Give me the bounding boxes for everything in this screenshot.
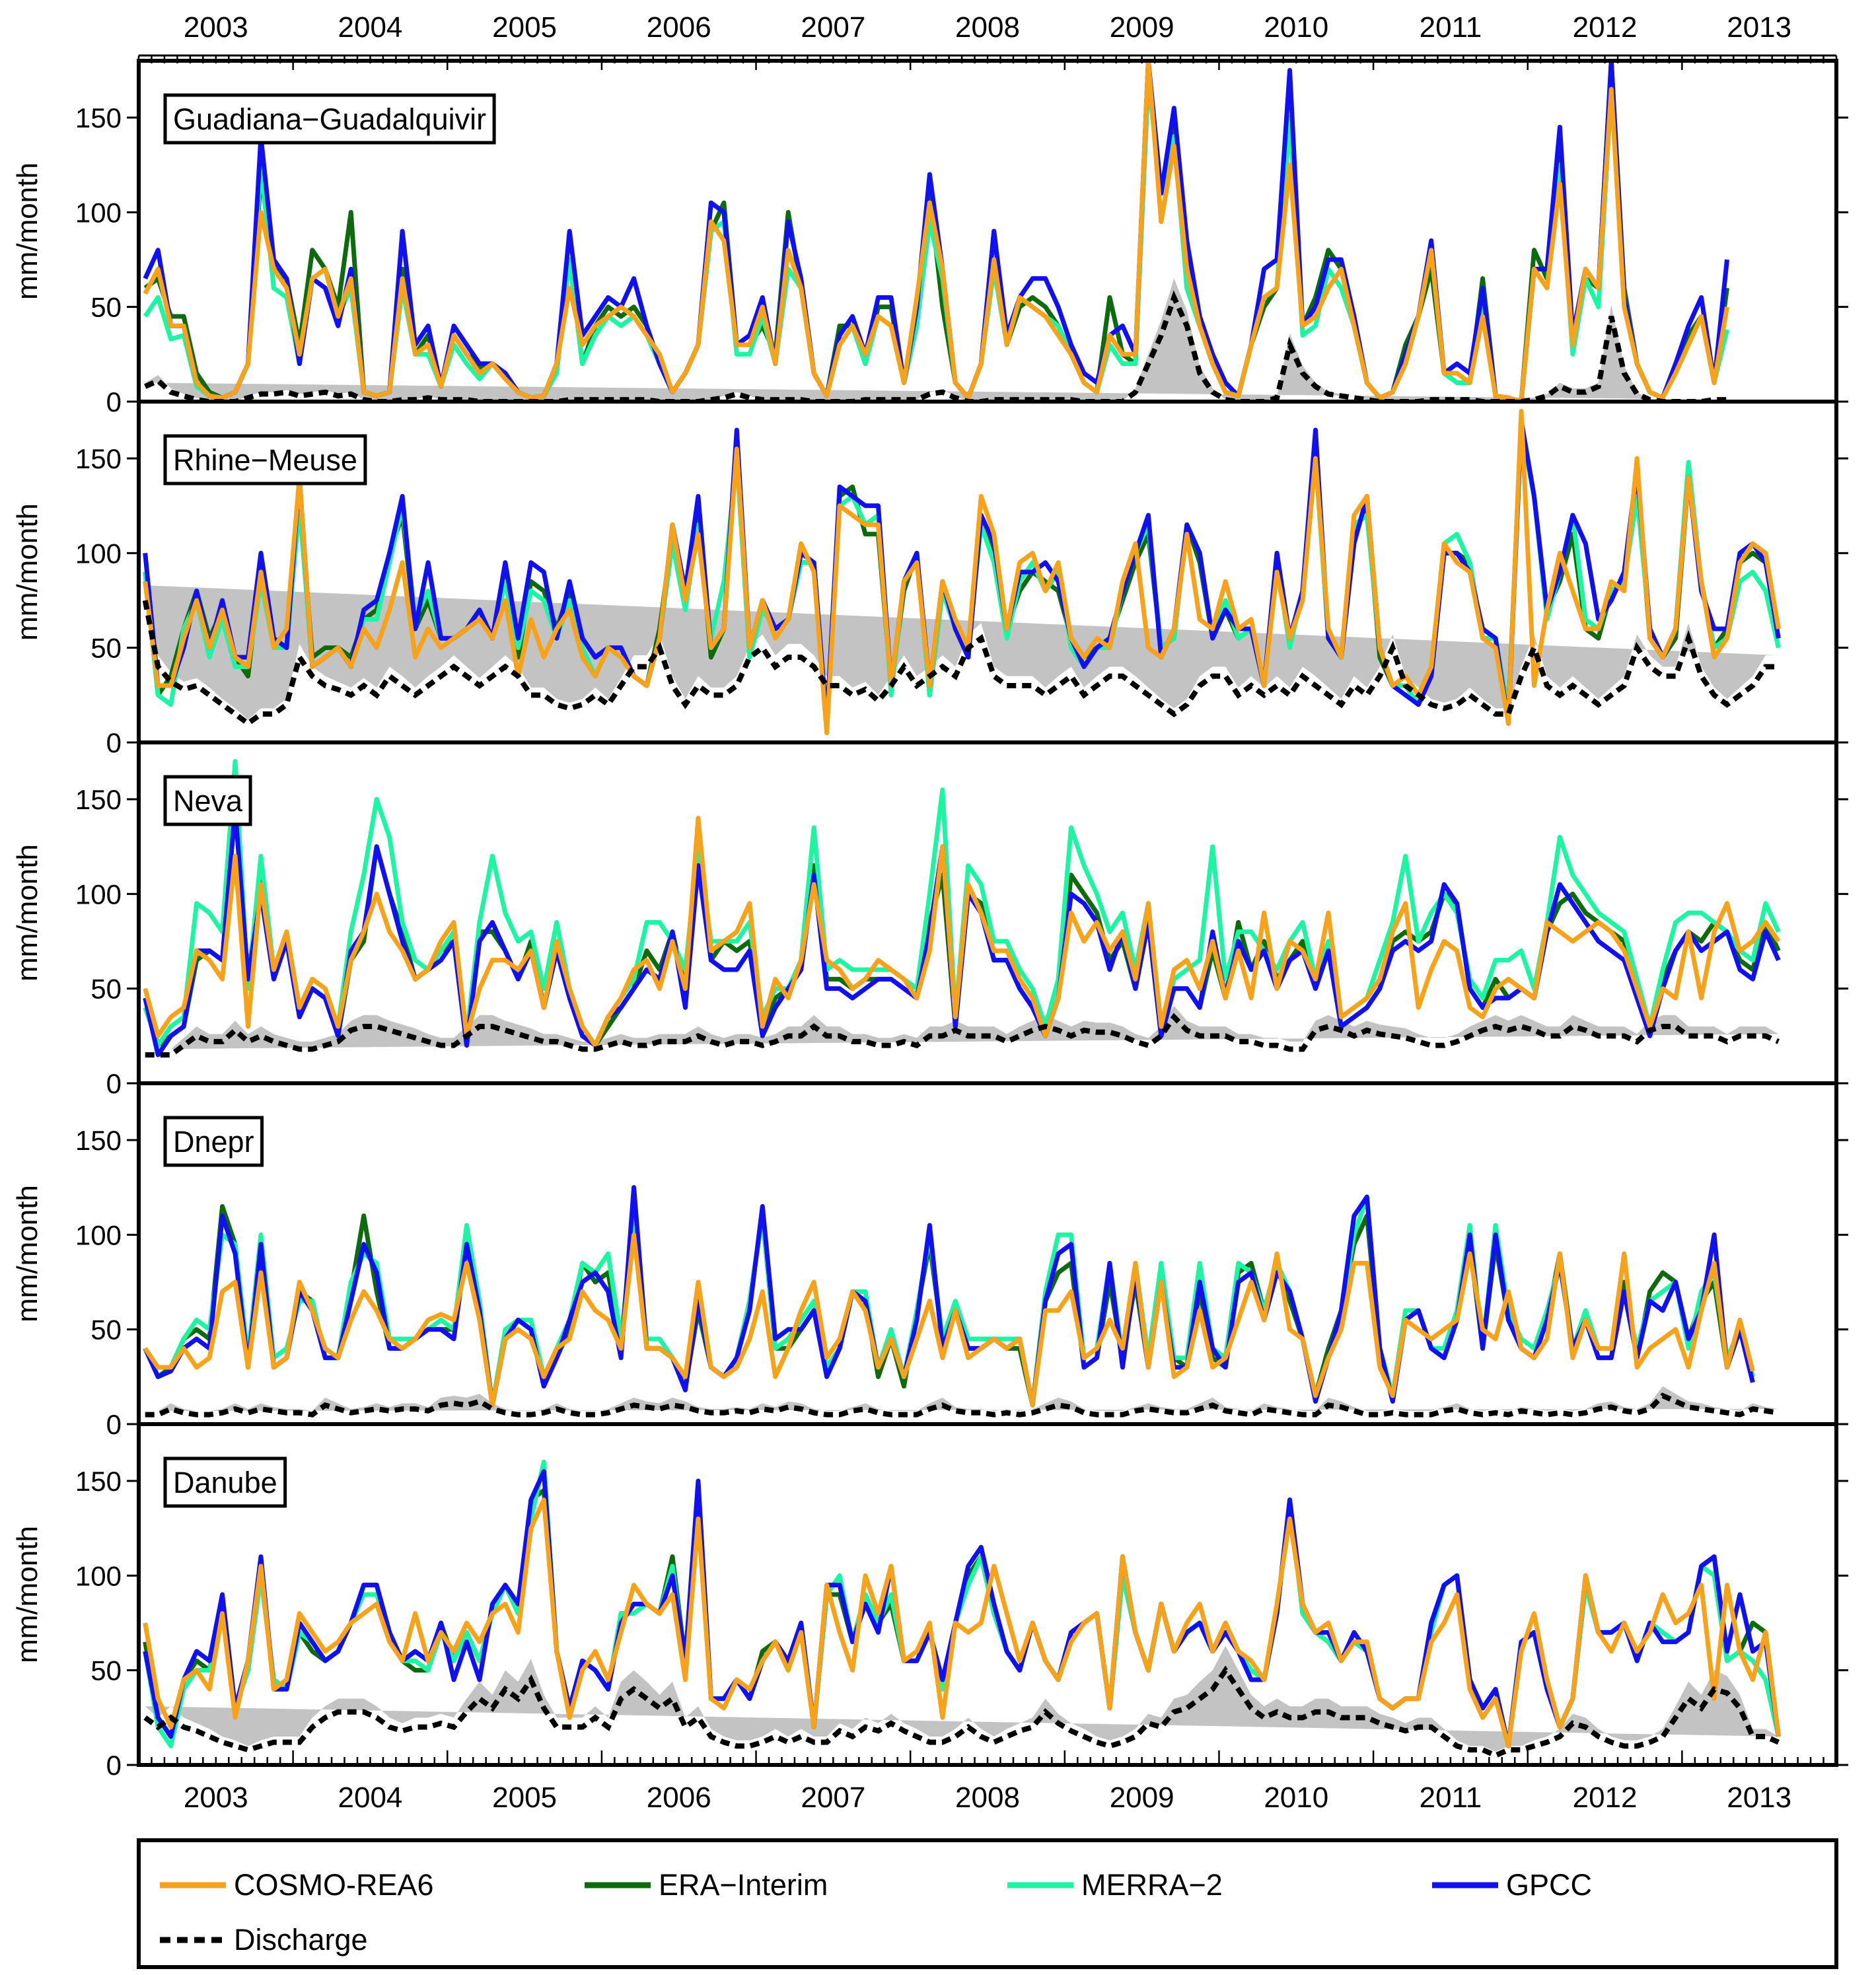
bottom-year-label: 2013 — [1727, 1781, 1791, 1814]
panel-title: Neva — [163, 775, 252, 826]
y-axis: 0 50 100 150 — [75, 784, 1848, 1099]
y-tick-label: 150 — [75, 784, 122, 815]
y-tick-label: 150 — [75, 1466, 122, 1497]
y-tick-label: 100 — [75, 197, 122, 228]
series-line-cosmo-rea6 — [143, 1497, 1781, 1748]
series-line-cosmo-rea6 — [143, 1232, 1755, 1408]
panel-title-box — [163, 434, 367, 485]
top-year-label: 2013 — [1727, 11, 1791, 44]
y-tick-label: 150 — [75, 1125, 122, 1156]
y-tick-label: 100 — [75, 538, 122, 569]
panel-title-text: Neva — [173, 784, 243, 818]
series-line-cosmo-rea6 — [143, 61, 1729, 402]
panels: 0 50 100 150 mm/month Guadiana−Guadalquivir 0 5… — [11, 59, 1848, 1781]
y-tick-label: 150 — [75, 443, 122, 474]
y-tick-label: 100 — [75, 879, 122, 910]
top-year-label: 2007 — [801, 11, 865, 44]
discharge-spread-band — [145, 1005, 1779, 1050]
series-line-discharge — [142, 600, 1779, 727]
discharge-spread-band — [145, 1645, 1779, 1752]
y-tick-label: 100 — [75, 1560, 122, 1591]
legend: COSMO-REA6 ERA−Interim MERRA−2 GPCC Disc… — [137, 1838, 1838, 1969]
y-axis: 0 50 100 150 — [75, 1125, 1848, 1440]
panel-title-text: Danube — [173, 1466, 277, 1499]
y-axis-label: mm/month — [11, 503, 44, 641]
legend-item-discharge: Discharge — [160, 1923, 368, 1957]
y-tick-label: 50 — [90, 292, 122, 323]
panel-title-text: Guadiana−Guadalquivir — [173, 102, 486, 136]
bottom-year-label: 2011 — [1420, 1781, 1482, 1814]
discharge-spread-band — [145, 1386, 1779, 1411]
series-line-discharge — [145, 1392, 1779, 1418]
panel-title: Guadiana−Guadalquivir — [163, 93, 496, 145]
bottom-year-label: 2009 — [1110, 1781, 1174, 1814]
legend-label-gpcc: GPCC — [1506, 1868, 1592, 1902]
series-line-gpcc — [143, 61, 1729, 402]
panel-title: Danube — [163, 1456, 287, 1508]
panel-title-box — [163, 1116, 264, 1167]
top-year-label: 2006 — [647, 11, 711, 44]
legend-label-discharge: Discharge — [234, 1923, 368, 1957]
series-line-cosmo-rea6 — [143, 408, 1781, 736]
series-line-discharge — [143, 1665, 1780, 1759]
y-tick-label: 0 — [106, 727, 122, 758]
y-tick-label: 0 — [106, 386, 122, 417]
y-tick-label: 50 — [90, 633, 122, 664]
bottom-month-ticks — [137, 1750, 1838, 1765]
bottom-year-label: 2004 — [338, 1781, 403, 1814]
y-axis: 0 50 100 150 — [75, 1466, 1848, 1781]
legend-label-cosmo: COSMO-REA6 — [234, 1868, 434, 1902]
bottom-year-label: 2005 — [492, 1781, 557, 1814]
panel-title-text: Rhine−Meuse — [173, 443, 357, 477]
y-tick-label: 50 — [90, 1655, 122, 1686]
top-year-label: 2003 — [184, 11, 248, 44]
bottom-year-axis: 2003 2004 2005 2006 2007 2008 2009 2010 2011 2012… — [137, 1750, 1838, 1814]
bottom-year-label: 2008 — [955, 1781, 1020, 1814]
panel-title: Dnepr — [163, 1116, 264, 1167]
legend-box — [137, 1838, 1838, 1969]
panel-title-box — [163, 1456, 287, 1508]
panel-title-box — [163, 93, 496, 145]
legend-item-cosmo: COSMO-REA6 — [160, 1868, 434, 1902]
bottom-year-label: 2007 — [801, 1781, 865, 1814]
legend-item-era: ERA−Interim — [585, 1868, 828, 1902]
bottom-year-label: 2003 — [184, 1781, 248, 1814]
y-axis: 0 50 100 150 — [75, 102, 1848, 417]
y-tick-label: 100 — [75, 1219, 122, 1250]
top-year-label: 2005 — [492, 11, 557, 44]
y-tick-label: 50 — [90, 974, 122, 1005]
y-axis-label: mm/month — [11, 162, 44, 300]
bottom-year-label: 2012 — [1573, 1781, 1638, 1814]
y-axis-label: mm/month — [11, 1185, 44, 1322]
top-year-label: 2012 — [1573, 11, 1638, 44]
y-tick-label: 50 — [90, 1314, 122, 1346]
panel-rhine-meuse: 0 50 100 150 mm/month Rhine−Meuse — [11, 400, 1848, 758]
y-tick-label: 0 — [106, 1409, 122, 1440]
y-tick-label: 0 — [106, 1750, 122, 1781]
top-year-label: 2010 — [1264, 11, 1328, 44]
panel-title-box — [163, 775, 252, 826]
series-line-cosmo-rea6 — [143, 816, 1781, 1048]
top-year-label: 2008 — [955, 11, 1020, 44]
bottom-year-label: 2010 — [1264, 1781, 1328, 1814]
top-year-label: 2011 — [1420, 11, 1482, 44]
panel-neva: 0 50 100 150 mm/month Neva — [11, 740, 1848, 1099]
y-axis-label: mm/month — [11, 1526, 44, 1663]
panel-title-text: Dnepr — [173, 1125, 254, 1159]
legend-label-merra: MERRA−2 — [1081, 1868, 1223, 1902]
panel-title: Rhine−Meuse — [163, 434, 367, 485]
y-tick-label: 0 — [106, 1068, 122, 1099]
legend-item-merra: MERRA−2 — [1007, 1868, 1223, 1902]
panel-danube: 0 50 100 150 mm/month Danube — [11, 1422, 1848, 1781]
top-year-label: 2004 — [338, 11, 403, 44]
legend-item-gpcc: GPCC — [1432, 1868, 1592, 1902]
legend-label-era: ERA−Interim — [659, 1868, 828, 1902]
y-tick-label: 150 — [75, 102, 122, 133]
y-axis-label: mm/month — [11, 844, 44, 982]
bottom-year-label: 2006 — [647, 1781, 711, 1814]
top-year-label: 2009 — [1110, 11, 1174, 44]
